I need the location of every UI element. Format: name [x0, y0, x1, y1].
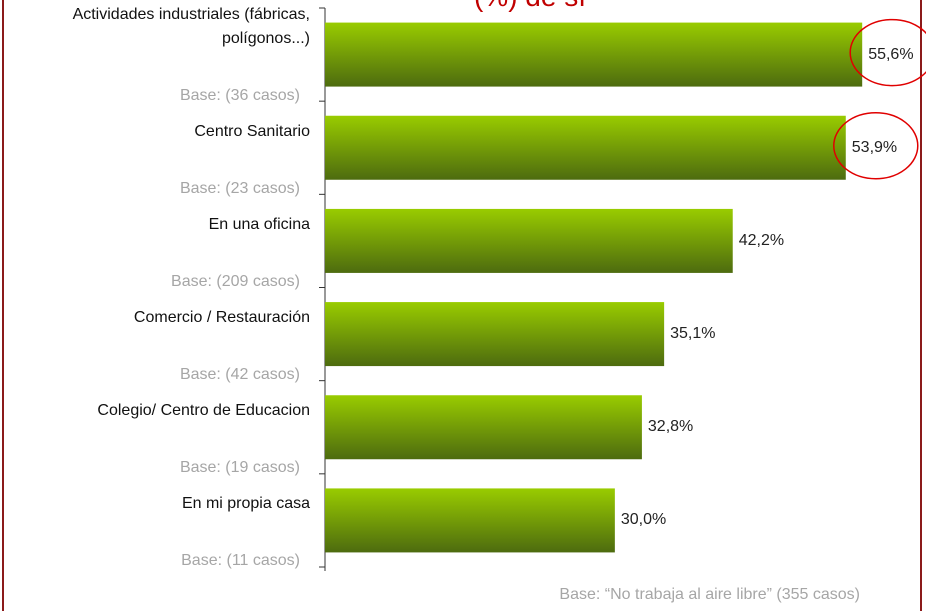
- bar: [325, 488, 615, 553]
- highlight-circle: [833, 112, 919, 180]
- footnote: Base: “No trabaja al aire libre” (355 ca…: [559, 586, 860, 603]
- value-label: 35,1%: [670, 325, 716, 343]
- frame-right: [920, 0, 922, 611]
- base-label: Base: (42 casos): [179, 366, 300, 384]
- value-label: 53,9%: [851, 138, 898, 156]
- bar: [325, 115, 846, 180]
- base-label: Base: (19 casos): [179, 459, 300, 477]
- chart-title: (%) de sí: [330, 0, 730, 13]
- category-label: En una oficina: [208, 215, 310, 233]
- bar: [325, 208, 733, 273]
- bar: [325, 302, 665, 367]
- category-label: Actividades industriales (fábricas, polí…: [72, 5, 310, 47]
- base-label: Base: (209 casos): [171, 272, 300, 290]
- base-label: Base: (36 casos): [179, 86, 300, 104]
- frame-left: [2, 0, 4, 611]
- category-label: En mi propia casa: [181, 495, 310, 513]
- value-label: 32,8%: [647, 418, 694, 436]
- base-label: Base: (11 casos): [181, 552, 300, 570]
- category-label: Colegio/ Centro de Educacion: [97, 402, 310, 420]
- bar: [325, 395, 642, 460]
- bar: [325, 22, 863, 87]
- base-label: Base: (23 casos): [179, 179, 300, 197]
- value-label: 55,6%: [868, 45, 914, 63]
- highlight-circle: [849, 18, 926, 87]
- category-label: Comercio / Restauración: [133, 309, 310, 327]
- category-label: Centro Sanitario: [194, 122, 310, 140]
- value-label: 42,2%: [738, 231, 785, 249]
- value-label: 30,0%: [620, 511, 667, 529]
